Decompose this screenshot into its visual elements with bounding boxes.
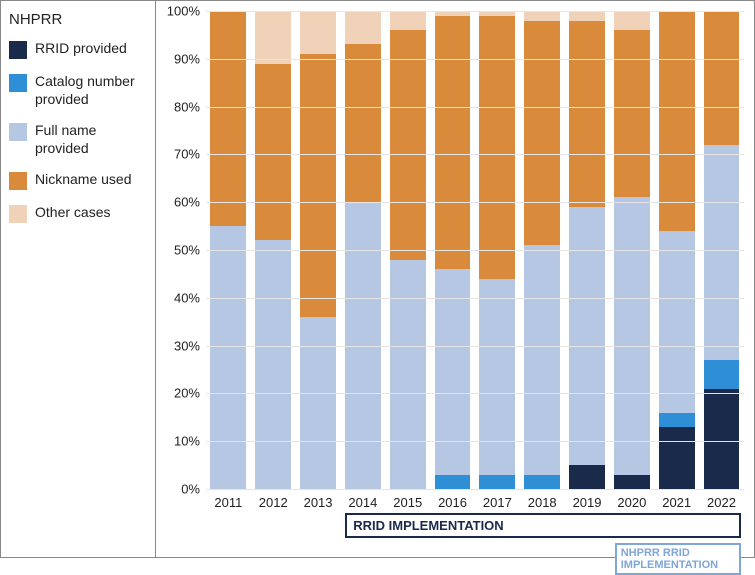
bar-segment-nickname	[300, 54, 336, 317]
bar-segment-nickname	[524, 21, 560, 246]
y-tick: 0%	[181, 482, 200, 497]
legend-item: Nickname used	[9, 171, 147, 190]
x-label: 2020	[617, 495, 646, 510]
bar-segment-nickname	[614, 30, 650, 197]
x-label: 2016	[438, 495, 467, 510]
bar-segment-fullname	[435, 269, 471, 475]
bar-segment-other	[300, 11, 336, 54]
bar-segment-nickname	[435, 16, 471, 269]
bar-segment-nickname	[704, 11, 740, 145]
gridline	[206, 11, 744, 12]
legend-item: Full name provided	[9, 122, 147, 157]
x-label: 2021	[662, 495, 691, 510]
gridline	[206, 489, 744, 490]
x-label: 2019	[573, 495, 602, 510]
gridline	[206, 107, 744, 108]
bar-segment-catalog	[479, 475, 515, 489]
bar-segment-other	[255, 11, 291, 64]
legend-swatch	[9, 74, 27, 92]
legend-label: RRID provided	[35, 40, 127, 58]
bar-segment-fullname	[659, 231, 695, 413]
y-tick: 80%	[174, 99, 200, 114]
bar-segment-rrid	[659, 427, 695, 489]
bar-segment-fullname	[255, 240, 291, 489]
legend-label: Full name provided	[35, 122, 147, 157]
y-tick: 60%	[174, 195, 200, 210]
bar-segment-nickname	[659, 11, 695, 231]
chart-container: NHPRR RRID provided Catalog number provid…	[0, 0, 755, 558]
bar-segment-other	[614, 11, 650, 30]
legend-item: Catalog number provided	[9, 73, 147, 108]
y-tick: 70%	[174, 147, 200, 162]
y-tick: 90%	[174, 51, 200, 66]
bar-segment-catalog	[704, 360, 740, 389]
chart-area: 0% 10% 20% 30% 40% 50% 60% 70% 80% 90% 100% 2011 20…	[156, 1, 754, 557]
gridline	[206, 393, 744, 394]
bar-segment-other	[569, 11, 605, 21]
plot: 0%10%20%30%40%50%60%70%80%90%100% 201120…	[206, 11, 744, 489]
bar-segment-other	[524, 11, 560, 21]
gridline	[206, 250, 744, 251]
gridline	[206, 154, 744, 155]
bar-segment-nickname	[569, 21, 605, 207]
legend-label: Other cases	[35, 204, 110, 222]
bar-segment-fullname	[300, 317, 336, 489]
legend-items: RRID provided Catalog number provided Full…	[9, 40, 147, 223]
bar-segment-nickname	[210, 11, 246, 226]
x-label: 2014	[348, 495, 377, 510]
x-label: 2022	[707, 495, 736, 510]
gridline	[206, 202, 744, 203]
bar-segment-nickname	[255, 64, 291, 241]
x-label: 2017	[483, 495, 512, 510]
x-label: 2011	[214, 495, 242, 510]
gridline	[206, 298, 744, 299]
legend-swatch	[9, 41, 27, 59]
x-label: 2013	[304, 495, 333, 510]
legend: NHPRR RRID provided Catalog number provid…	[1, 1, 156, 557]
legend-swatch	[9, 123, 27, 141]
legend-swatch	[9, 205, 27, 223]
y-tick: 100%	[167, 4, 200, 19]
bar-segment-nickname	[479, 16, 515, 279]
bar-segment-rrid	[704, 389, 740, 489]
bar-segment-nickname	[390, 30, 426, 259]
legend-item: Other cases	[9, 204, 147, 223]
bar-segment-fullname	[390, 260, 426, 489]
bar-segment-other	[390, 11, 426, 30]
legend-label: Nickname used	[35, 171, 132, 189]
gridline	[206, 441, 744, 442]
bar-segment-rrid	[569, 465, 605, 489]
gridline	[206, 346, 744, 347]
x-label: 2018	[528, 495, 557, 510]
legend-title: NHPRR	[9, 11, 147, 28]
legend-label: Catalog number provided	[35, 73, 147, 108]
legend-item: RRID provided	[9, 40, 147, 59]
y-axis: 0%10%20%30%40%50%60%70%80%90%100%	[158, 11, 206, 489]
bar-segment-fullname	[704, 145, 740, 360]
bar-segment-catalog	[524, 475, 560, 489]
bar-segment-nickname	[345, 44, 381, 202]
y-tick: 20%	[174, 386, 200, 401]
bar-segment-fullname	[614, 197, 650, 474]
annotation: RRID IMPLEMENTATION	[345, 513, 740, 538]
y-tick: 10%	[174, 434, 200, 449]
gridline	[206, 59, 744, 60]
y-tick: 50%	[174, 243, 200, 258]
y-tick: 40%	[174, 290, 200, 305]
annotation: NHPRR RRID IMPLEMENTATION	[615, 543, 741, 575]
bar-segment-other	[345, 11, 381, 44]
bar-segment-fullname	[569, 207, 605, 465]
bar-segment-catalog	[435, 475, 471, 489]
bar-segment-catalog	[659, 413, 695, 427]
x-label: 2012	[259, 495, 288, 510]
bar-segment-rrid	[614, 475, 650, 489]
bar-segment-fullname	[479, 279, 515, 475]
bar-segment-fullname	[210, 226, 246, 489]
x-label: 2015	[393, 495, 422, 510]
y-tick: 30%	[174, 338, 200, 353]
legend-swatch	[9, 172, 27, 190]
